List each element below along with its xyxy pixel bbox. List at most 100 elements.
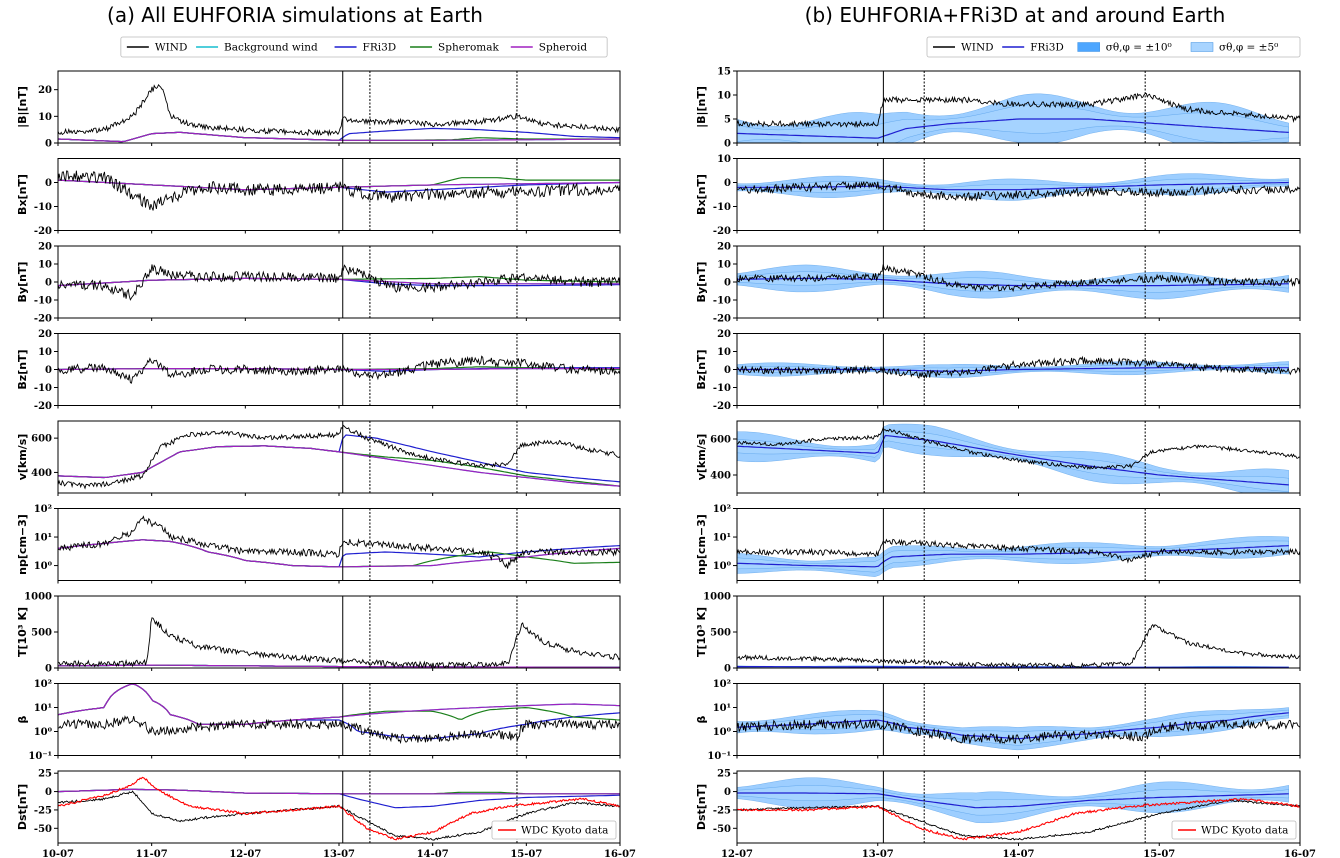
x-tick-label: 15-07 — [1143, 849, 1175, 858]
series-line-spheroid — [58, 539, 620, 568]
y-tick-label: -25 — [713, 805, 731, 816]
y-tick-label: 10² — [713, 504, 731, 515]
panel-b-3: -20 -10 0 10 20 Bz[nT] — [695, 329, 1301, 412]
panel-plot-area — [737, 623, 1300, 668]
x-tick-label: 12-07 — [229, 849, 261, 858]
panel-plot-area — [58, 424, 620, 490]
series-line-wind — [737, 355, 1300, 380]
panel-plot-area — [737, 536, 1300, 577]
legend-label: WIND — [961, 42, 994, 54]
y-axis-label: β — [16, 715, 29, 723]
x-tick-label: 15-07 — [510, 849, 542, 858]
y-tick-label: 10 — [38, 112, 52, 123]
panel-plot-area — [58, 617, 620, 668]
y-axis-label: Dst[nT] — [695, 784, 708, 830]
panel-a-3: -20 -10 0 10 20 Bz[nT] — [16, 329, 621, 412]
y-axis-label: np[cm−3] — [695, 514, 708, 575]
panel-b-8: -50 -25 0 25 Dst[nT] WDC Kyoto data — [695, 769, 1301, 846]
y-tick-label: 0 — [724, 365, 731, 376]
y-tick-label: 10 — [38, 347, 52, 358]
series-line-wdc-kyoto-data — [58, 776, 620, 841]
series-line-fri3d — [737, 181, 1289, 191]
y-tick-label: 10² — [34, 679, 52, 690]
panel-plot-area — [58, 264, 620, 301]
y-axis-label: β — [695, 715, 708, 723]
legend-label: FRi3D — [363, 42, 397, 54]
x-tick-label: 13-07 — [323, 849, 355, 858]
band-5deg — [737, 430, 1289, 492]
y-tick-label: 10 — [717, 91, 731, 102]
series-line-wind — [737, 92, 1300, 129]
panel-plot-area — [737, 92, 1300, 143]
y-tick-label: 10⁻¹ — [707, 751, 731, 762]
legend-box — [120, 36, 608, 58]
y-tick-label: 0 — [724, 178, 731, 189]
chart-b-legend: WIND FRi3D σθ,φ = ±10⁰ σθ,φ = ±5⁰ — [926, 36, 1301, 58]
y-tick-label: -50 — [713, 824, 731, 835]
series-line-wind — [737, 623, 1300, 668]
series-line-wind — [58, 83, 620, 137]
series-line-wind — [58, 715, 620, 745]
chart-a-title: (a) All EUHFORIA simulations at Earth — [107, 3, 483, 27]
y-tick-label: -20 — [713, 226, 731, 237]
y-tick-label: 600 — [31, 434, 52, 445]
y-tick-label: 0 — [45, 787, 52, 798]
y-tick-label: 10¹ — [34, 703, 52, 714]
panel-frame — [736, 595, 1301, 669]
series-line-fri3d — [737, 434, 1289, 486]
band-5deg — [737, 709, 1289, 746]
panel-frame — [57, 420, 621, 494]
panel-a-8: -50 -25 0 25 Dst[nT] WDC Kyoto data — [16, 769, 621, 846]
y-tick-label: 400 — [710, 471, 731, 482]
series-line-wind — [58, 424, 620, 490]
y-axis-label: Bx[nT] — [695, 174, 708, 215]
panel-a-7: 10⁻¹ 10⁰ 10¹ 10² β — [16, 679, 621, 762]
series-line-spheroid — [58, 788, 620, 795]
y-tick-label: 0 — [45, 664, 52, 675]
legend-label: σθ,φ = ±5⁰ — [1219, 42, 1278, 54]
series-line-spheroid — [58, 277, 620, 287]
panel-a-1: -20 -10 0 Bx[nT] — [16, 158, 621, 237]
y-axis-label: np[cm−3] — [16, 514, 29, 575]
inner-legend-label: WDC Kyoto data — [1201, 825, 1288, 837]
y-tick-label: 10¹ — [713, 533, 731, 544]
panel-a-6: 0 500 1000 T[10³ K] — [16, 592, 621, 675]
chart-a-panels: 0 10 20 |B|[nT] -20 -10 0 Bx[nT] -20 -10 0 10 20 By[n… — [16, 70, 636, 858]
panel-a-2: -20 -10 0 10 20 By[nT] — [16, 242, 621, 325]
y-axis-label: By[nT] — [16, 262, 29, 303]
y-tick-label: 20 — [717, 242, 731, 253]
y-tick-label: 0 — [45, 139, 52, 150]
series-line-spheroid — [58, 445, 620, 487]
band-5deg — [737, 785, 1289, 816]
series-line-wind — [58, 515, 620, 569]
series-line-wind — [58, 264, 620, 301]
y-tick-label: 500 — [710, 628, 731, 639]
y-tick-label: 10⁰ — [34, 727, 53, 738]
y-tick-label: 600 — [710, 435, 731, 446]
y-tick-label: 0 — [724, 664, 731, 675]
panel-plot-area — [737, 173, 1300, 202]
inner-legend-box — [1171, 820, 1297, 840]
band-5deg — [737, 540, 1289, 573]
y-tick-label: 20 — [38, 242, 52, 253]
y-tick-label: 10⁰ — [713, 727, 732, 738]
y-tick-label: 10 — [717, 347, 731, 358]
y-tick-label: 5 — [724, 115, 731, 126]
y-tick-label: -20 — [34, 226, 52, 237]
y-tick-label: -10 — [713, 296, 731, 307]
y-tick-label: 0 — [45, 278, 52, 289]
series-line-wind — [58, 170, 620, 211]
series-line-spheroid — [58, 683, 620, 725]
x-tick-label: 16-07 — [1284, 849, 1316, 858]
y-tick-label: -20 — [34, 314, 52, 325]
panel-plot-area — [737, 355, 1300, 380]
y-tick-label: 10² — [34, 504, 52, 515]
series-line-spheromak — [58, 683, 620, 725]
inner-legend-box — [491, 820, 617, 840]
inner-legend-label: WDC Kyoto data — [521, 825, 608, 837]
y-tick-label: 10¹ — [34, 533, 52, 544]
band-5deg — [737, 104, 1289, 143]
series-line-wind — [58, 355, 620, 384]
legend-label: σθ,φ = ±10⁰ — [1106, 42, 1172, 54]
